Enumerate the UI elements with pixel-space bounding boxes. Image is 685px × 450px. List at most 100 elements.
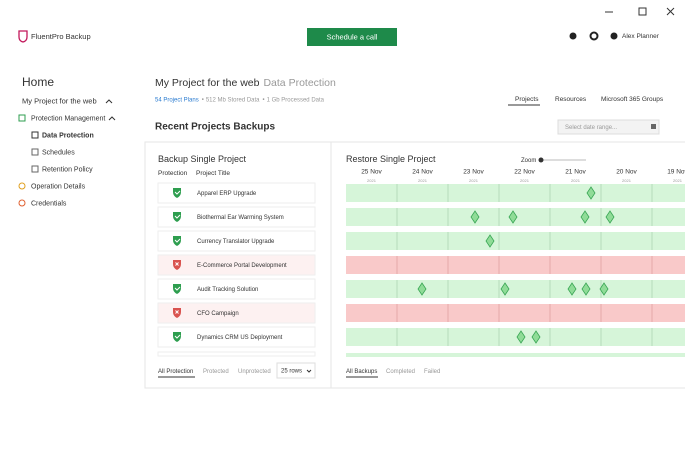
backup-point[interactable] [567,282,577,296]
project-row[interactable] [157,182,316,204]
timeline-failed [346,256,685,274]
project-row[interactable] [157,206,316,228]
backup-point[interactable] [586,186,596,200]
backup-point[interactable] [508,210,518,224]
nav-item[interactable]: Retention Policy [42,166,93,173]
filter-active[interactable]: All Protection [158,369,193,375]
filter-active[interactable]: All Backups [346,369,377,375]
date-year: 2021 [418,178,428,183]
backup-point[interactable] [581,282,591,296]
shield-glyph [174,214,181,219]
calendar-icon [651,124,656,129]
date-day: 20 Nov [616,169,637,176]
date-day: 25 Nov [361,169,382,176]
date-placeholder: Select date range... [565,125,617,131]
project-row[interactable] [157,254,316,276]
nav-item[interactable]: Schedules [42,149,75,156]
date-year: 2021 [469,178,479,183]
stat[interactable]: 54 Project Plans [155,97,199,103]
column-header: Protection [158,170,188,177]
logo [18,30,28,43]
date-year: 2021 [622,178,632,183]
backup-point[interactable] [605,210,615,224]
filter[interactable]: Completed [386,369,415,375]
zoom-thumb[interactable] [538,157,544,163]
shield-protected [173,188,181,198]
timeline-failed [346,304,685,322]
schedule-button[interactable] [307,28,397,46]
timeline-partial [346,353,685,357]
backup-point[interactable] [516,330,526,344]
project-title[interactable]: Dynamics CRM US Deployment [197,335,283,341]
tab-active[interactable]: Projects [515,96,539,103]
shield-glyph [174,334,181,339]
tab[interactable]: Resources [555,96,587,103]
filter[interactable]: Failed [424,369,440,375]
nav-item[interactable]: Operation Details [31,183,86,190]
backup-point[interactable] [500,282,510,296]
timeline-ok [346,280,685,298]
backup-point[interactable] [485,234,495,248]
nav-item[interactable]: Credentials [31,200,67,207]
project-title[interactable]: CFO Campaign [197,311,239,317]
icon [31,165,39,173]
zoom-label: Zoom [521,158,536,164]
project-title[interactable]: Biothermal Ear Warming System [197,215,284,221]
icon [31,148,39,156]
shield-protected [173,332,181,342]
filter[interactable]: Protected [203,369,229,375]
project-title[interactable]: Currency Translator Upgrade [197,239,275,245]
column-header: Project Title [196,170,230,177]
shield-glyph [174,190,181,195]
project-name[interactable]: My Project for the web [22,96,97,105]
project-title[interactable]: E-Commerce Portal Development [197,263,287,269]
backup-point[interactable] [599,282,609,296]
date-input[interactable] [557,119,660,135]
shield-glyph [174,238,181,243]
icon [31,131,39,139]
settings-icon[interactable] [589,31,599,41]
chevron [105,99,113,104]
icon [18,199,26,207]
chevron [306,369,312,373]
timeline-ok [346,184,685,202]
user-name[interactable]: Alex Planner [622,33,660,40]
shield-unprotected [173,260,181,270]
project-row[interactable] [157,302,316,324]
app-name: FluentPro Backup [31,32,91,41]
icon [18,182,26,190]
rows-select-label: 25 rows [281,369,302,375]
backup-point[interactable] [417,282,427,296]
maximize[interactable] [638,7,647,16]
date-day: 23 Nov [463,169,484,176]
user-icon [610,32,618,40]
nav-item-active[interactable]: Data Protection [42,132,94,139]
tab[interactable]: Microsoft 365 Groups [601,96,664,103]
project-title[interactable]: Audit Tracking Solution [197,287,258,293]
date-year: 2021 [673,178,683,183]
shield-protected [173,236,181,246]
timeline-ok [346,232,685,250]
project-row[interactable] [157,278,316,300]
date-year: 2021 [520,178,530,183]
home[interactable]: Home [22,75,54,89]
stats: 54 Project Plans • 512 Mb Stored Data • 1 Gb… [155,97,325,103]
close[interactable] [666,7,675,16]
panel-title: Restore Single Project [346,154,436,164]
row-partial [157,351,316,357]
project-row[interactable] [157,326,316,348]
help-icon[interactable] [569,32,577,40]
shield-glyph [175,310,179,314]
project-title[interactable]: Apparel ERP Upgrade [197,191,257,197]
backup-point[interactable] [470,210,480,224]
backup-point[interactable] [580,210,590,224]
project: My Project for the web [155,77,260,89]
nav-item[interactable]: Protection Management [31,115,105,122]
backup-point[interactable] [531,330,541,344]
stat: 1 Gb Processed Data [267,97,325,103]
shield-protected [173,212,181,222]
filter[interactable]: Unprotected [238,369,271,375]
rows-select[interactable] [276,362,316,379]
project-row[interactable] [157,230,316,252]
